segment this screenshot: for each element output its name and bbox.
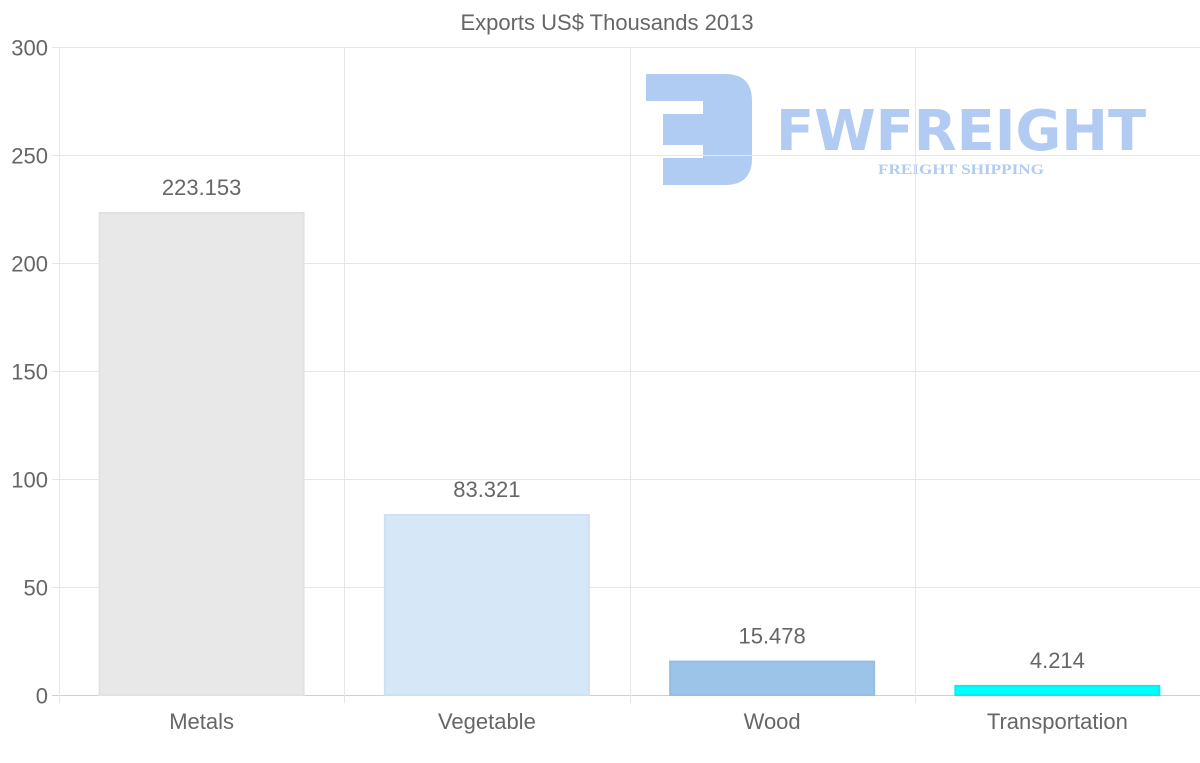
logo-mark-icon: [646, 74, 752, 185]
watermark-logo: FWFREIGHT FREIGHT SHIPPING: [646, 74, 1146, 185]
bar-wood: [669, 660, 876, 696]
y-tick-label: 50: [24, 576, 48, 601]
x-tick-label: Transportation: [987, 709, 1128, 734]
y-tick-label: 0: [36, 684, 48, 709]
bar-vegetable: [383, 514, 590, 696]
watermark-brand: FWFREIGHT: [776, 99, 1146, 164]
data-label: 4.214: [1030, 648, 1085, 673]
y-tick-label: 250: [11, 144, 48, 169]
y-tick-label: 100: [11, 468, 48, 493]
bar-transportation: [954, 684, 1161, 697]
x-tick-label: Metals: [169, 709, 234, 734]
labels: 0 50 100 150 200 250 300 223.153 Metals 83.321 Veg…: [11, 36, 1128, 735]
y-tick-label: 200: [11, 252, 48, 277]
chart-title: Exports US$ Thousands 2013: [460, 10, 753, 35]
watermark-tagline: FREIGHT SHIPPING: [878, 162, 1044, 178]
x-tick-label: Wood: [744, 709, 801, 734]
bars: [98, 211, 1161, 697]
data-label: 15.478: [738, 624, 805, 649]
bar-metals: [98, 211, 305, 696]
x-tick-label: Vegetable: [438, 709, 536, 734]
data-label: 223.153: [162, 175, 242, 200]
y-tick-label: 300: [11, 36, 48, 61]
y-tick-label: 150: [11, 360, 48, 385]
data-label: 83.321: [453, 477, 520, 502]
